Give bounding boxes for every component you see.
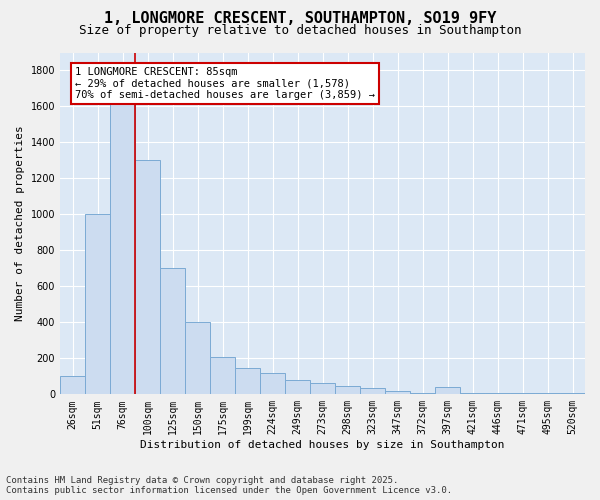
Bar [85, 214, 110, 394]
Bar [235, 368, 260, 394]
Text: Size of property relative to detached houses in Southampton: Size of property relative to detached ho… [79, 24, 521, 37]
X-axis label: Distribution of detached houses by size in Southampton: Distribution of detached houses by size … [140, 440, 505, 450]
Bar [335, 386, 360, 394]
Bar [310, 382, 335, 394]
Bar [160, 268, 185, 394]
Bar [385, 390, 410, 394]
Text: 1, LONGMORE CRESCENT, SOUTHAMPTON, SO19 9FY: 1, LONGMORE CRESCENT, SOUTHAMPTON, SO19 … [104, 11, 496, 26]
Bar [185, 322, 210, 394]
Y-axis label: Number of detached properties: Number of detached properties [15, 126, 25, 322]
Bar [60, 376, 85, 394]
Bar [110, 80, 135, 394]
Bar [285, 380, 310, 394]
Text: 1 LONGMORE CRESCENT: 85sqm
← 29% of detached houses are smaller (1,578)
70% of s: 1 LONGMORE CRESCENT: 85sqm ← 29% of deta… [75, 67, 375, 100]
Bar [135, 160, 160, 394]
Bar [260, 372, 285, 394]
Text: Contains HM Land Registry data © Crown copyright and database right 2025.
Contai: Contains HM Land Registry data © Crown c… [6, 476, 452, 495]
Bar [210, 356, 235, 395]
Bar [435, 387, 460, 394]
Bar [360, 388, 385, 394]
